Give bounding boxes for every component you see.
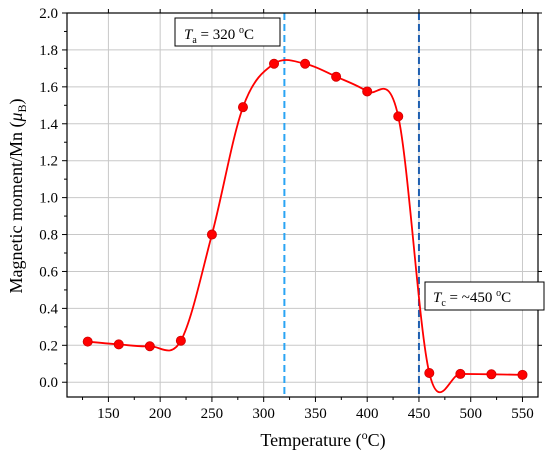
annotation-ta-box xyxy=(174,17,281,47)
data-point xyxy=(300,58,311,69)
data-point xyxy=(113,339,124,350)
annotation-ta: Ta = 320 oC xyxy=(174,17,281,47)
annotation-tc: Tc = ~450 oC xyxy=(424,281,545,311)
data-point xyxy=(362,86,373,97)
x-tick-label: 350 xyxy=(304,406,327,422)
y-tick-label: 0.8 xyxy=(39,228,58,244)
data-point xyxy=(486,369,497,380)
y-tick-label: 0.4 xyxy=(39,301,58,317)
annotation-ta-text: Ta = 320 oC xyxy=(184,25,254,46)
tick-labels: 150 200 250 300 350 400 450 500 550 0.0 0.2 0.4 0.6 0… xyxy=(39,6,533,422)
data-point xyxy=(144,341,155,352)
x-tick-label: 400 xyxy=(356,406,379,422)
x-tick-label: 300 xyxy=(252,406,275,422)
y-tick-label: 0.6 xyxy=(39,264,58,280)
data-point xyxy=(393,111,404,122)
y-axis-title: Magnetic moment/Mn (μB) xyxy=(6,98,29,293)
x-tick-label: 500 xyxy=(459,406,482,422)
y-tick-label: 0.2 xyxy=(39,338,58,354)
y-tick-label: 1.2 xyxy=(39,154,58,170)
y-tick-label: 1.8 xyxy=(39,43,58,59)
moment-curve xyxy=(87,59,523,393)
x-tick-label: 200 xyxy=(149,406,172,422)
data-point xyxy=(517,369,528,380)
x-tick-label: 550 xyxy=(511,406,534,422)
data-point xyxy=(455,368,466,379)
data-point xyxy=(82,336,93,347)
annotation-tc-box xyxy=(424,281,545,311)
ticks xyxy=(62,9,542,402)
y-tick-label: 1.6 xyxy=(39,80,58,96)
plot-frame xyxy=(66,12,539,398)
data-point xyxy=(269,58,280,69)
y-tick-label: 2.0 xyxy=(39,6,58,22)
data-point xyxy=(175,335,186,346)
grid xyxy=(67,13,538,397)
x-tick-label: 150 xyxy=(97,406,120,422)
y-tick-label: 0.0 xyxy=(39,375,58,391)
annotation-tc-text: Tc = ~450 oC xyxy=(433,288,511,309)
data-point xyxy=(206,229,217,240)
markers-layer xyxy=(82,58,528,380)
y-tick-label: 1.0 xyxy=(39,191,58,207)
y-tick-label: 1.4 xyxy=(39,117,58,133)
x-axis-title: Temperature (oC) xyxy=(260,428,385,451)
transition-lines xyxy=(283,13,420,397)
data-point xyxy=(237,102,248,113)
curve-layer xyxy=(87,59,523,393)
x-tick-label: 450 xyxy=(408,406,431,422)
data-point xyxy=(424,367,435,378)
data-point xyxy=(331,71,342,82)
x-tick-label: 250 xyxy=(201,406,224,422)
